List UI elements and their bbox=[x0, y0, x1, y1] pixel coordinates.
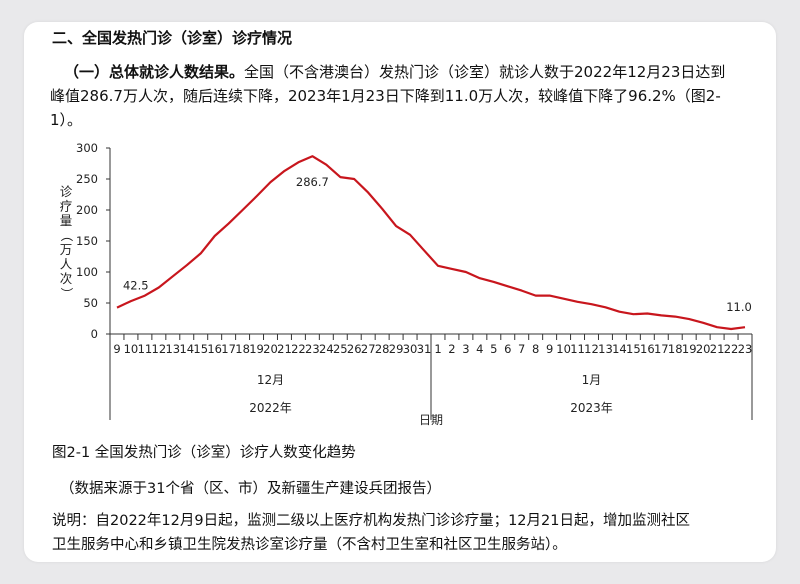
x-tick-label: 23 bbox=[738, 342, 753, 356]
year-label: 2022年 bbox=[249, 401, 292, 415]
x-tick-label: 1 bbox=[434, 342, 441, 356]
chart-axes: 0 50 100 150 200 250 300 bbox=[76, 141, 752, 341]
x-tick-label: 22 bbox=[724, 342, 739, 356]
month-label: 1月 bbox=[582, 373, 602, 387]
x-tick-label: 16 bbox=[640, 342, 655, 356]
x-tick-label: 28 bbox=[375, 342, 390, 356]
x-tick-label: 12 bbox=[152, 342, 167, 356]
x-tick-label: 7 bbox=[518, 342, 525, 356]
x-tick-label: 18 bbox=[235, 342, 250, 356]
x-tick-label: 6 bbox=[504, 342, 511, 356]
paragraph-line-1-text: 全国（不含港澳台）发热门诊（诊室）就诊人数于2022年12月23日达到 bbox=[244, 63, 726, 81]
section-heading: 二、全国发热门诊（诊室）诊疗情况 bbox=[52, 29, 293, 47]
x-tick-label: 16 bbox=[207, 342, 222, 356]
y-tick-label: 50 bbox=[83, 296, 98, 310]
y-label-char: 万 bbox=[60, 242, 73, 257]
x-tick-label: 4 bbox=[476, 342, 483, 356]
x-tick-label: 22 bbox=[291, 342, 306, 356]
y-axis-label: 诊疗量（万人次） bbox=[59, 184, 74, 300]
x-tick-label: 9 bbox=[546, 342, 553, 356]
x-tick-label: 11 bbox=[570, 342, 585, 356]
y-label-char: （ bbox=[59, 229, 74, 242]
x-tick-label: 14 bbox=[612, 342, 627, 356]
x-tick-label: 23 bbox=[305, 342, 320, 356]
figure-note-line-2: 卫生服务中心和乡镇卫生院发热诊室诊疗量（不含村卫生室和社区卫生服务站）。 bbox=[52, 537, 567, 553]
y-tick-label: 100 bbox=[76, 265, 98, 279]
x-tick-label: 26 bbox=[347, 342, 362, 356]
x-tick-label: 20 bbox=[263, 342, 278, 356]
x-tick-label: 24 bbox=[319, 342, 334, 356]
x-tick-label: 27 bbox=[361, 342, 376, 356]
figure-note-line-1: 说明：自2022年12月9日起，监测二级以上医疗机构发热门诊诊疗量；12月21日… bbox=[52, 513, 690, 529]
y-label-char: 量 bbox=[60, 213, 73, 228]
x-tick-label: 5 bbox=[490, 342, 497, 356]
x-tick-label: 21 bbox=[277, 342, 292, 356]
data-label: 42.5 bbox=[123, 279, 149, 293]
x-tick-label: 19 bbox=[249, 342, 264, 356]
x-tick-label: 20 bbox=[696, 342, 711, 356]
x-tick-label: 12 bbox=[584, 342, 599, 356]
x-tick-label: 2 bbox=[448, 342, 455, 356]
x-tick-label: 17 bbox=[654, 342, 669, 356]
x-tick-label: 15 bbox=[193, 342, 208, 356]
x-tick-label: 3 bbox=[462, 342, 469, 356]
y-label-char: 次 bbox=[60, 271, 73, 286]
x-tick-label: 10 bbox=[556, 342, 571, 356]
month-label: 12月 bbox=[257, 373, 284, 387]
data-label: 286.7 bbox=[296, 175, 329, 189]
data-labels: 42.5 286.7 11.0 bbox=[123, 175, 752, 314]
paragraph-line-1: （一）总体就诊人数结果。全国（不含港澳台）发热门诊（诊室）就诊人数于2022年1… bbox=[64, 61, 725, 82]
x-tick-label: 30 bbox=[403, 342, 418, 356]
x-tick-label: 19 bbox=[682, 342, 697, 356]
y-tick-label: 200 bbox=[76, 203, 98, 217]
y-tick-label: 300 bbox=[76, 141, 98, 155]
y-label-char: 诊 bbox=[60, 184, 73, 199]
figure-caption: 图2-1 全国发热门诊（诊室）诊疗人数变化趋势 bbox=[52, 445, 356, 461]
x-axis: 9 10 11 12 13 14 15 16 17 18 19 20 21 22 23 24 25 26 27 28 2… bbox=[109, 334, 753, 427]
year-label: 2023年 bbox=[570, 401, 613, 415]
x-tick-label: 13 bbox=[598, 342, 613, 356]
x-tick-label: 13 bbox=[165, 342, 180, 356]
paragraph-line-3: 1）。 bbox=[50, 111, 83, 129]
y-label-char: 疗 bbox=[60, 199, 73, 214]
y-label-char: ） bbox=[59, 287, 74, 300]
figure-source: （数据来源于31个省（区、市）及新疆生产建设兵团报告） bbox=[60, 481, 441, 497]
x-tick-label: 15 bbox=[626, 342, 641, 356]
x-axis-label: 日期 bbox=[419, 413, 443, 427]
x-tick-label: 21 bbox=[710, 342, 725, 356]
x-tick-label: 31 bbox=[417, 342, 432, 356]
x-tick-label: 18 bbox=[668, 342, 683, 356]
x-tick-label: 10 bbox=[124, 342, 139, 356]
x-tick-label: 8 bbox=[532, 342, 539, 356]
y-label-char: 人 bbox=[60, 257, 73, 272]
x-tick-label: 9 bbox=[113, 342, 120, 356]
x-tick-label: 11 bbox=[138, 342, 153, 356]
paragraph-lead: （一）总体就诊人数结果。 bbox=[64, 63, 245, 81]
paragraph-line-2: 峰值286.7万人次，随后连续下降，2023年1月23日下降到11.0万人次，较… bbox=[50, 87, 721, 105]
x-tick-label: 25 bbox=[333, 342, 348, 356]
data-label: 11.0 bbox=[726, 300, 752, 314]
x-tick-label: 14 bbox=[179, 342, 194, 356]
y-tick-label: 250 bbox=[76, 172, 98, 186]
x-tick-label: 17 bbox=[221, 342, 236, 356]
y-tick-label: 150 bbox=[76, 234, 98, 248]
x-tick-label: 29 bbox=[389, 342, 404, 356]
y-tick-label: 0 bbox=[91, 327, 98, 341]
series-line bbox=[116, 155, 746, 331]
